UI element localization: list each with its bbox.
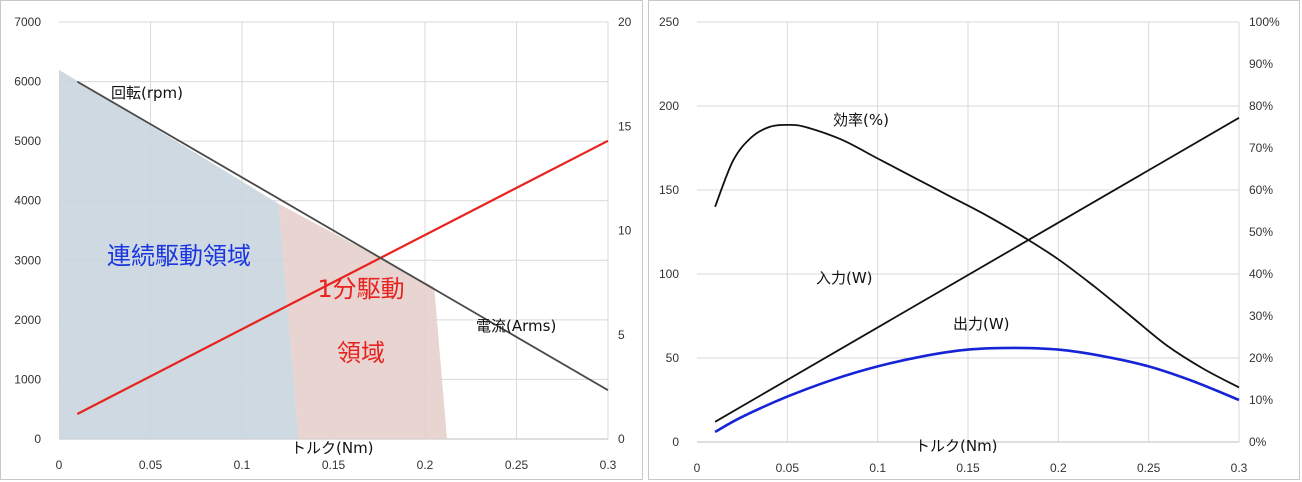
x-tick-label: 0.3 — [600, 458, 617, 472]
y2-tick-label: 5 — [618, 328, 625, 342]
one-minute-drive-region-label-line1: 1分駆動 — [317, 275, 404, 303]
y2-tick-label: 100% — [1249, 15, 1280, 29]
x-tick-label: 0 — [56, 458, 63, 472]
y2-tick-label: 30% — [1249, 309, 1273, 323]
y-tick-label: 250 — [659, 15, 679, 29]
x-axis-title: トルク(Nm) — [291, 439, 374, 457]
y2-tick-label: 0 — [618, 432, 625, 446]
y2-tick-label: 20 — [618, 15, 632, 29]
y2-tick-label: 80% — [1249, 99, 1273, 113]
y2-tick-label: 20% — [1249, 351, 1273, 365]
y-tick-label: 0 — [672, 435, 679, 449]
y-tick-label: 3000 — [14, 253, 41, 267]
y-tick-label: 0 — [34, 432, 41, 446]
input-power-line — [714, 117, 1240, 423]
x-tick-label: 0.15 — [322, 458, 346, 472]
current-line — [76, 139, 609, 415]
y-tick-label: 5000 — [14, 134, 41, 148]
y-tick-label: 150 — [659, 183, 679, 197]
x-tick-label: 0 — [694, 461, 701, 475]
y2-tick-label: 70% — [1249, 141, 1273, 155]
output-series-label: 出力(W) — [953, 315, 1010, 333]
y2-tick-label: 10% — [1249, 393, 1273, 407]
one-minute-drive-region-label-line2: 領域 — [337, 339, 385, 367]
x-axis-title: トルク(Nm) — [915, 437, 998, 455]
input-series-label: 入力(W) — [816, 269, 873, 287]
x-tick-label: 0.1 — [869, 461, 886, 475]
y2-tick-label: 60% — [1249, 183, 1273, 197]
y2-tick-label: 90% — [1249, 57, 1273, 71]
rpm-line — [76, 80, 609, 391]
y2-tick-label: 40% — [1249, 267, 1273, 281]
x-tick-label: 0.15 — [956, 461, 980, 475]
x-tick-label: 0.1 — [234, 458, 251, 472]
efficiency-power-chart: 0 50 100 150 200 250 0% 10% 20% 30% 40% 50% 60% 70% 80… — [659, 15, 1280, 475]
torque-speed-chart-panel: 0 1000 2000 3000 4000 5000 6000 7000 0 5 10 15 20 0 0.… — [0, 0, 643, 480]
efficiency-series-label: 効率(%) — [833, 111, 889, 129]
x-tick-label: 0.2 — [1050, 461, 1067, 475]
x-tick-label: 0.25 — [505, 458, 529, 472]
y2-tick-label: 0% — [1249, 435, 1267, 449]
y2-tick-label: 15 — [618, 119, 632, 133]
output-power-line — [714, 346, 1240, 434]
y2-tick-label: 50% — [1249, 225, 1273, 239]
y-tick-label: 100 — [659, 267, 679, 281]
one-minute-drive-region — [278, 203, 447, 439]
y2-tick-label: 10 — [618, 224, 632, 238]
y-tick-label: 7000 — [14, 15, 41, 29]
x-tick-label: 0.3 — [1231, 461, 1248, 475]
current-series-label: 電流(Arms) — [476, 317, 556, 335]
x-tick-label: 0.05 — [139, 458, 163, 472]
x-tick-label: 0.2 — [417, 458, 434, 472]
y-tick-label: 200 — [659, 99, 679, 113]
x-tick-label: 0.05 — [776, 461, 800, 475]
continuous-drive-region-label: 連続駆動領域 — [107, 242, 251, 270]
y-tick-label: 50 — [666, 351, 680, 365]
y-tick-label: 1000 — [14, 372, 41, 386]
efficiency-line — [714, 123, 1240, 389]
y-tick-label: 6000 — [14, 75, 41, 89]
y-tick-label: 4000 — [14, 194, 41, 208]
y-tick-label: 2000 — [14, 313, 41, 327]
rpm-series-label: 回転(rpm) — [111, 84, 183, 102]
continuous-drive-region — [59, 69, 299, 439]
efficiency-power-chart-panel: 0 50 100 150 200 250 0% 10% 20% 30% 40% 50% 60% 70% 80… — [648, 0, 1300, 480]
x-tick-label: 0.25 — [1137, 461, 1161, 475]
